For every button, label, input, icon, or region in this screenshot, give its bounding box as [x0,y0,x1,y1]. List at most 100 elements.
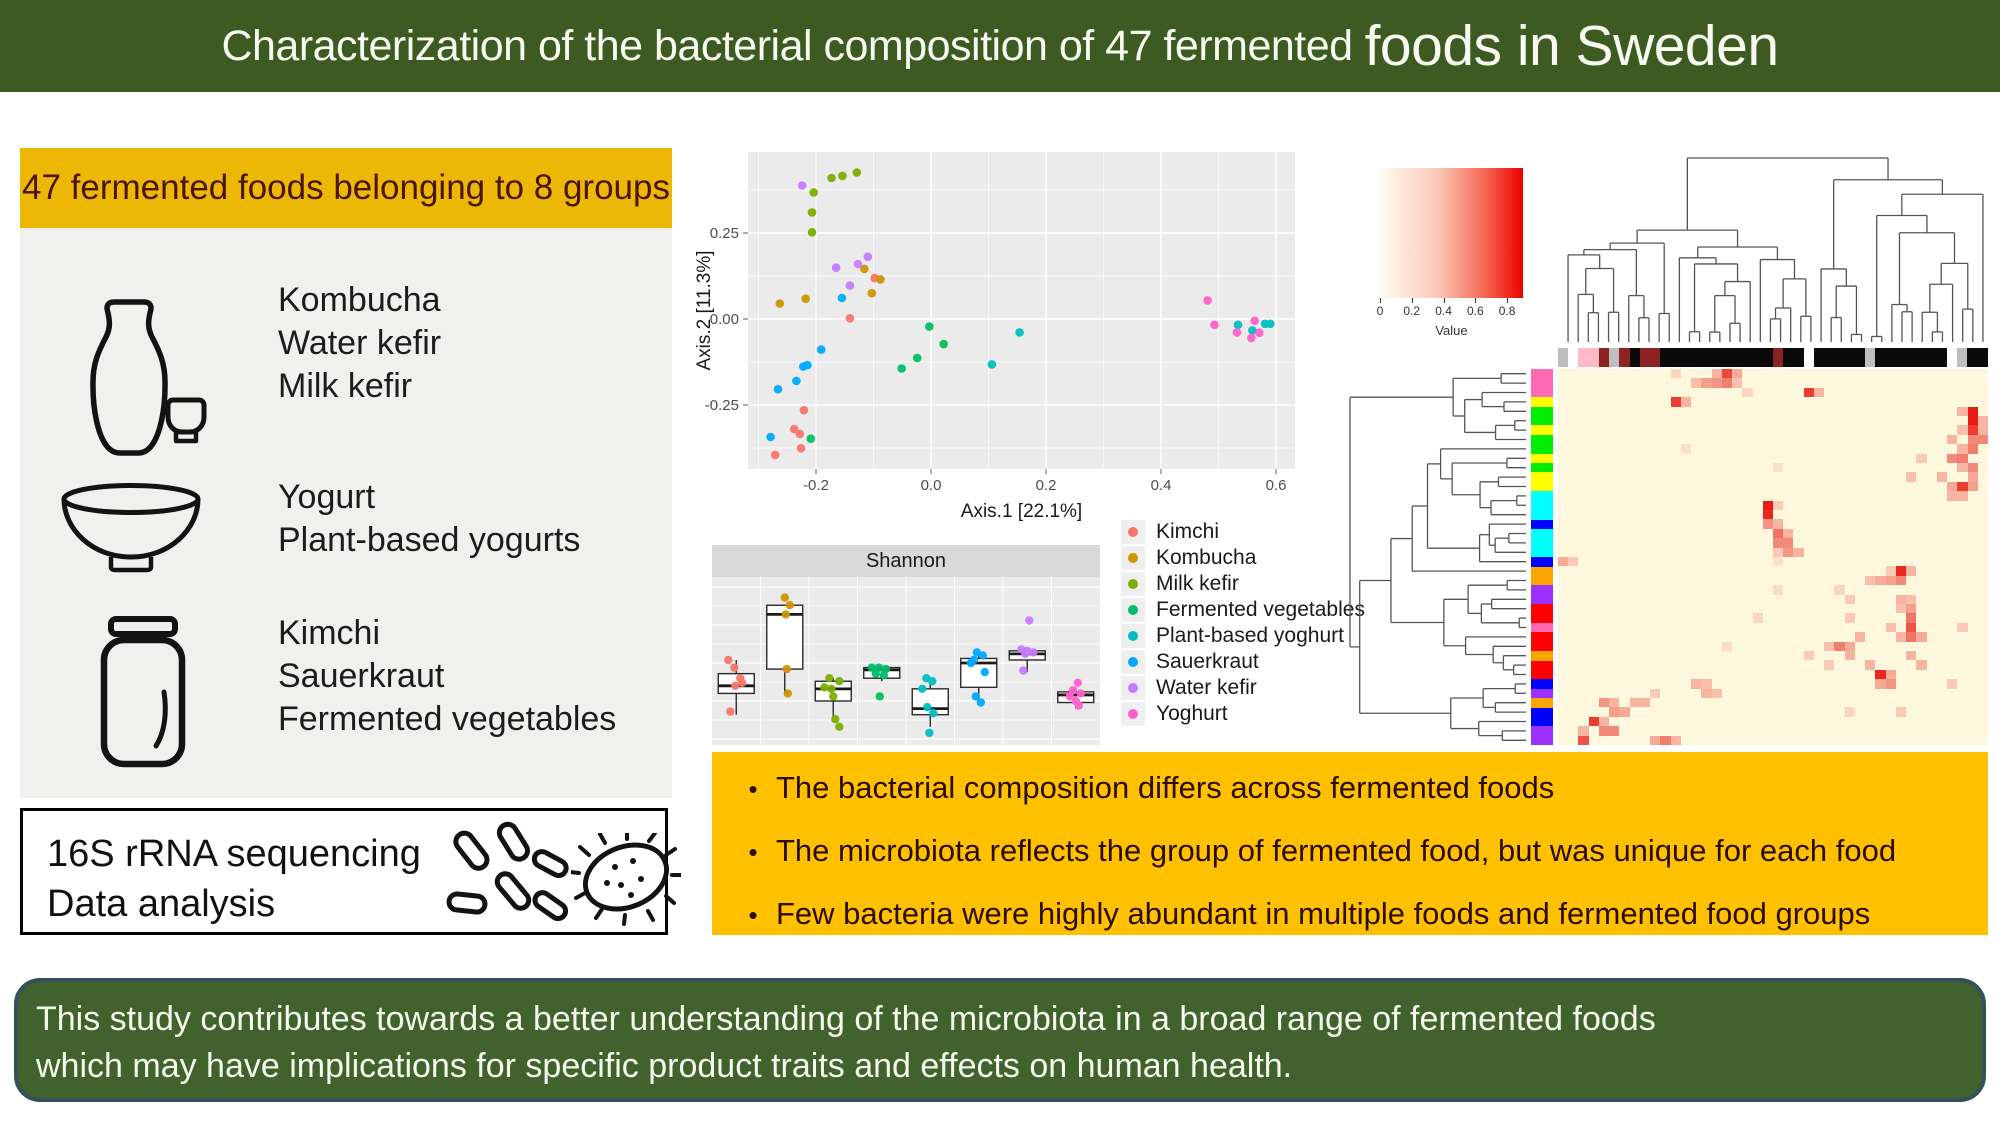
food-item: Kimchi [278,614,381,652]
heatmap-cell [1578,613,1589,623]
heatmap-cell [1588,632,1599,642]
heatmap-cell [1598,415,1610,426]
heatmap-cell [1639,378,1651,388]
heatmap-cell [1680,575,1692,586]
heatmap-cell [1916,716,1927,727]
heatmap-cell [1752,556,1763,567]
heatmap-cell [1967,406,1978,416]
heatmap-cell [1650,575,1661,586]
heatmap-cell [1977,735,1988,745]
heatmap-cell [1906,585,1917,595]
heatmap-cell [1752,462,1763,473]
heatmap-cell [1691,369,1702,379]
heatmap-cell [1803,716,1814,727]
heatmap-cell [1895,688,1907,698]
heatmap-cell [1783,434,1794,445]
svg-text:0.4: 0.4 [1151,477,1172,494]
heatmap-cell [1834,585,1845,595]
heatmap-cell [1558,594,1569,604]
legend-label: Kombucha [1156,546,1257,569]
row-group-swatch [1531,434,1553,445]
heatmap-cell [1691,509,1702,520]
heatmap-cell [1885,566,1896,576]
heatmap-cell [1906,472,1917,482]
heatmap-cell [1721,575,1733,586]
heatmap-cell [1773,660,1784,670]
heatmap-cell [1752,613,1763,623]
heatmap-cell [1701,660,1712,670]
heatmap-cell [1701,481,1712,492]
heatmap-cell [1936,575,1948,586]
heatmap-cell [1568,425,1579,435]
heatmap-cell [1916,425,1927,435]
heatmap-cell [1609,688,1620,698]
heatmap-cell [1680,688,1692,698]
heatmap-cell [1680,622,1692,633]
column-group-swatch [1558,348,1569,367]
pcoa-point-water-kefir [797,181,807,190]
svg-text:-0.25: -0.25 [705,397,739,414]
heatmap-cell [1844,444,1855,454]
heatmap-cell [1660,603,1671,614]
heatmap-cell [1588,444,1599,454]
heatmap-cell [1732,566,1743,576]
heatmap-cell [1926,603,1937,614]
heatmap-cell [1578,425,1589,435]
heatmap-cell [1701,585,1712,595]
heatmap-cell [1752,500,1763,510]
heatmap-cell [1711,509,1722,520]
heatmap-cell [1916,566,1927,576]
heatmap-cell [1650,509,1661,520]
heatmap-cell [1629,528,1640,539]
heatmap-cell [1650,613,1661,623]
heatmap-cell [1721,425,1733,435]
heatmap-cell [1865,650,1876,661]
heatmap-cell [1793,415,1804,426]
heatmap-cell [1629,707,1640,717]
legend-item: Water kefir [1121,675,1351,701]
heatmap-cell [1957,679,1968,689]
heatmap-cell [1875,650,1886,661]
heatmap-cell [1854,387,1866,398]
heatmap-cell [1854,575,1866,586]
heatmap-cell [1558,622,1569,633]
heatmap-cell [1773,575,1784,586]
heatmap-cell [1813,585,1825,595]
heatmap-cell [1701,406,1712,416]
row-group-swatch [1531,585,1553,595]
heatmap-cell [1854,735,1866,745]
heatmap-cell [1875,538,1886,548]
heatmap-cell [1568,632,1579,642]
heatmap-cell [1844,688,1855,698]
heatmap-cell [1947,387,1958,398]
heatmap-cell [1803,528,1814,539]
heatmap-cell [1803,462,1814,473]
heatmap-cell [1947,528,1958,539]
heatmap-cell [1783,697,1794,708]
heatmap-cell [1711,547,1722,557]
heatmap-cell [1762,697,1773,708]
heatmap-cell [1773,669,1784,680]
heatmap-cell [1906,716,1917,727]
heatmap-cell [1885,378,1896,388]
heatmap-cell [1619,538,1630,548]
heatmap-cell [1680,697,1692,708]
column-group-swatch [1680,348,1692,367]
heatmap-cell [1598,622,1610,633]
heatmap-cell [1629,632,1640,642]
heatmap-cell [1885,444,1896,454]
heatmap-cell [1588,697,1599,708]
heatmap-cell [1752,660,1763,670]
heatmap-cell [1895,500,1907,510]
heatmap-cell [1967,387,1978,398]
heatmap-cell [1629,519,1640,529]
heatmap-cell [1967,585,1978,595]
heatmap-cell [1885,509,1896,520]
heatmap-cell [1742,594,1753,604]
heatmap-cell [1773,538,1784,548]
heatmap-cell [1936,397,1948,407]
heatmap-cell [1752,726,1763,736]
heatmap-cell [1834,415,1845,426]
heatmap-cell [1609,509,1620,520]
heatmap-cell [1824,453,1835,463]
